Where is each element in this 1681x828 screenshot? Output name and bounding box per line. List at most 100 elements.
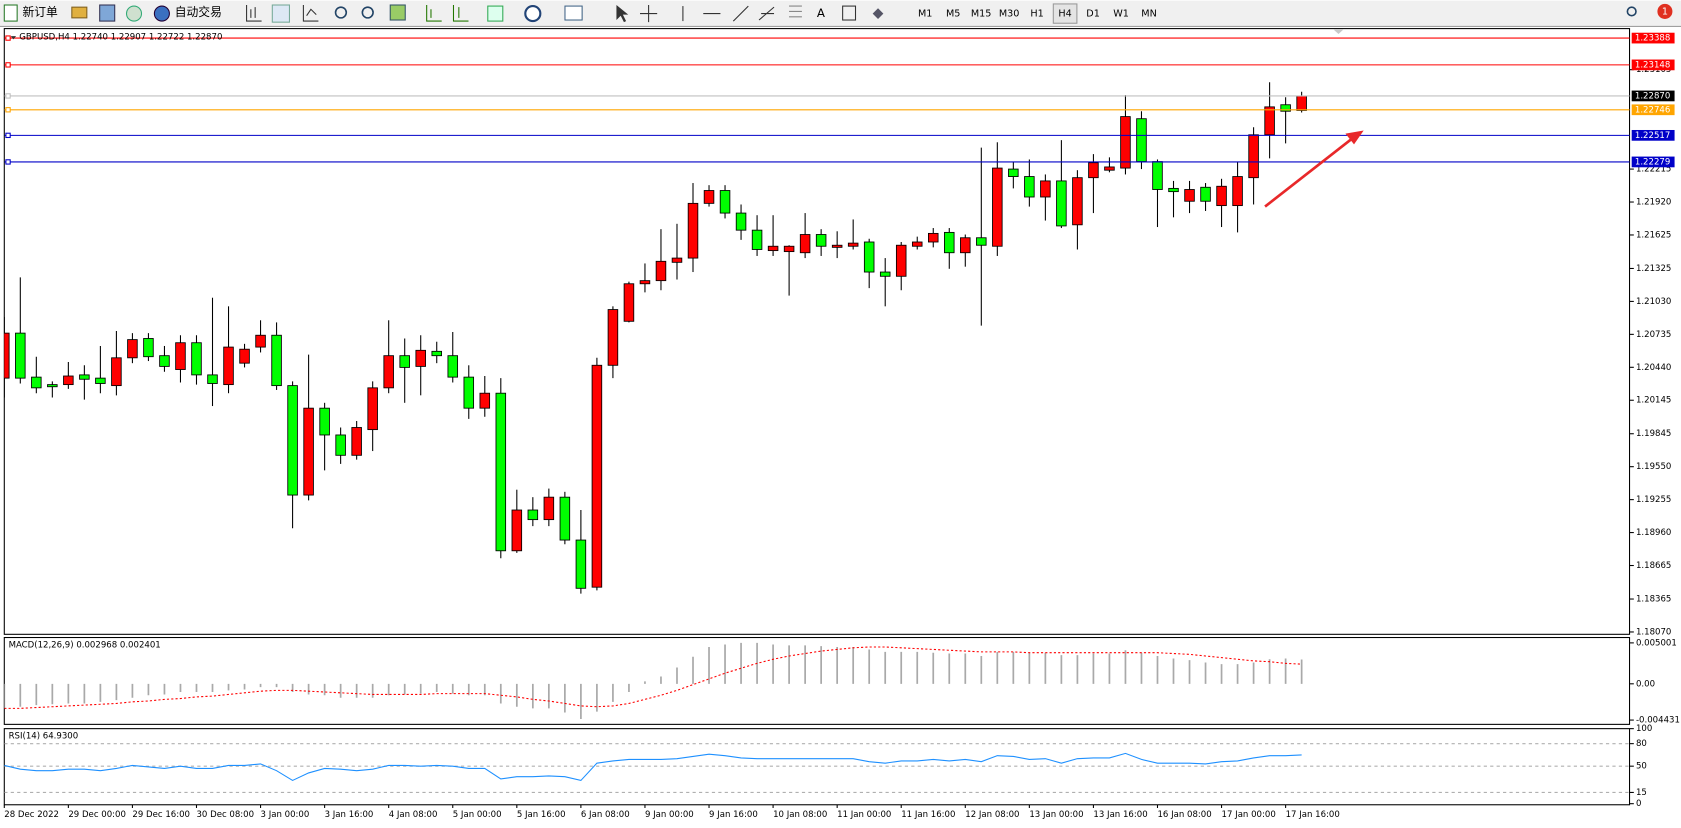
candle-body bbox=[687, 202, 699, 259]
arrows-tool[interactable] bbox=[872, 8, 884, 19]
x-tick-label: 16 Jan 08:00 bbox=[1157, 810, 1211, 820]
candle-body bbox=[607, 309, 619, 366]
timeframe-button[interactable]: D1 bbox=[1086, 9, 1100, 20]
fibo-tool[interactable] bbox=[789, 5, 802, 18]
candle-body bbox=[703, 190, 715, 204]
icon-button[interactable] bbox=[452, 5, 469, 22]
candle-body bbox=[127, 339, 138, 359]
candle-body bbox=[239, 348, 250, 364]
indicators-button[interactable] bbox=[487, 5, 504, 22]
timeframe-button[interactable]: H1 bbox=[1030, 9, 1043, 20]
candle-body bbox=[367, 387, 378, 431]
candle-body bbox=[1136, 118, 1147, 163]
crosshair-tool[interactable] bbox=[640, 5, 658, 23]
zoom-in[interactable] bbox=[334, 6, 348, 19]
timeframe-button[interactable]: H4 bbox=[1058, 9, 1071, 20]
icon-button[interactable] bbox=[71, 6, 88, 19]
candle-body bbox=[207, 374, 218, 384]
icon bbox=[153, 5, 170, 22]
label-tool[interactable] bbox=[842, 5, 857, 21]
periods-button[interactable] bbox=[524, 5, 542, 23]
price-line-handle bbox=[5, 62, 11, 68]
candle-body bbox=[719, 190, 731, 214]
icon-button[interactable] bbox=[271, 4, 290, 23]
price-line-handle bbox=[5, 107, 11, 113]
candle-body bbox=[111, 357, 122, 387]
candle-body bbox=[879, 271, 891, 277]
price-label: 1.23148 bbox=[1635, 60, 1670, 70]
candle-body bbox=[495, 392, 507, 552]
price-label-bg bbox=[1631, 90, 1675, 102]
y-tick-label: 1.19550 bbox=[1636, 462, 1671, 472]
candle-body bbox=[591, 364, 603, 588]
timeframe-button[interactable]: M15 bbox=[971, 9, 992, 20]
x-tick-label: 3 Jan 00:00 bbox=[261, 810, 310, 820]
timeframe-button[interactable]: M5 bbox=[946, 9, 960, 20]
cursor-tool[interactable] bbox=[616, 5, 629, 23]
icon-button[interactable] bbox=[302, 5, 319, 22]
icon-button[interactable] bbox=[426, 5, 442, 22]
price-line-handle bbox=[5, 93, 11, 99]
rsi-label: RSI(14) 64.9300 bbox=[9, 732, 79, 742]
candle-body bbox=[751, 229, 763, 250]
templates-button[interactable] bbox=[564, 5, 583, 21]
search-button[interactable] bbox=[1626, 6, 1637, 17]
price-line-handle bbox=[5, 35, 11, 41]
new-order-button[interactable]: 新订单 bbox=[3, 4, 58, 22]
candle-body bbox=[944, 231, 955, 254]
timeframe-button[interactable]: MN bbox=[1141, 9, 1157, 20]
y-tick-label: -0.004431 bbox=[1636, 716, 1680, 726]
candle-body bbox=[655, 260, 667, 282]
x-tick-label: 11 Jan 16:00 bbox=[901, 810, 955, 820]
candle-body bbox=[1184, 189, 1195, 202]
candle-body bbox=[223, 346, 234, 386]
toolbar-bg bbox=[0, 0, 1681, 27]
zoom-out[interactable] bbox=[361, 6, 374, 19]
notification-badge[interactable] bbox=[1657, 3, 1673, 19]
y-tick-label: 1.20440 bbox=[1636, 363, 1671, 373]
x-tick-label: 5 Jan 16:00 bbox=[517, 810, 566, 820]
y-tick-label: 0 bbox=[1636, 799, 1641, 809]
price-label: 1.22279 bbox=[1635, 157, 1670, 167]
rsi-line bbox=[4, 752, 1302, 782]
candle-body bbox=[431, 350, 442, 357]
icon-button[interactable] bbox=[125, 5, 143, 22]
price-label-bg bbox=[1631, 156, 1675, 168]
candle-body bbox=[575, 539, 587, 589]
candle-body bbox=[799, 234, 811, 254]
y-tick-label: 1.19255 bbox=[1636, 495, 1671, 505]
tile-windows[interactable] bbox=[389, 4, 406, 21]
candle-body bbox=[1120, 116, 1131, 169]
y-tick-label: 50 bbox=[1636, 762, 1647, 772]
candle-body bbox=[4, 332, 10, 379]
x-tick-label: 28 Dec 2022 bbox=[4, 810, 59, 820]
price-label-bg bbox=[1631, 129, 1675, 141]
candle-body bbox=[1296, 95, 1307, 111]
price-line-handle bbox=[5, 159, 11, 165]
timeframe-button[interactable]: W1 bbox=[1113, 9, 1129, 20]
text-tool[interactable]: A bbox=[817, 6, 825, 20]
candle-body bbox=[1264, 106, 1275, 136]
candle-body bbox=[815, 234, 827, 247]
candle-body bbox=[1216, 185, 1227, 207]
auto-trading-button[interactable]: 自动交易 bbox=[153, 5, 222, 22]
timeframe-button[interactable]: M30 bbox=[999, 9, 1020, 20]
candle-body bbox=[143, 338, 154, 358]
icon-button[interactable] bbox=[246, 5, 262, 22]
channel-tool[interactable] bbox=[758, 6, 775, 21]
candle-body bbox=[1168, 187, 1179, 193]
candle-body bbox=[1200, 186, 1211, 202]
candle-body bbox=[287, 385, 298, 496]
timeframe-button[interactable]: M1 bbox=[918, 9, 932, 20]
candle-body bbox=[79, 374, 90, 380]
candle-body bbox=[863, 241, 875, 273]
trendline-tool[interactable] bbox=[732, 5, 749, 22]
chart-header: GBPUSD,H4 1.22740 1.22907 1.22722 1.2287… bbox=[19, 33, 222, 43]
candle-body bbox=[15, 332, 26, 379]
candle-body bbox=[47, 384, 58, 388]
y-tick-label: 0.005001 bbox=[1636, 638, 1677, 648]
x-tick-label: 5 Jan 00:00 bbox=[453, 810, 502, 820]
price-label-bg bbox=[1631, 59, 1675, 71]
icon-button[interactable] bbox=[99, 4, 116, 22]
